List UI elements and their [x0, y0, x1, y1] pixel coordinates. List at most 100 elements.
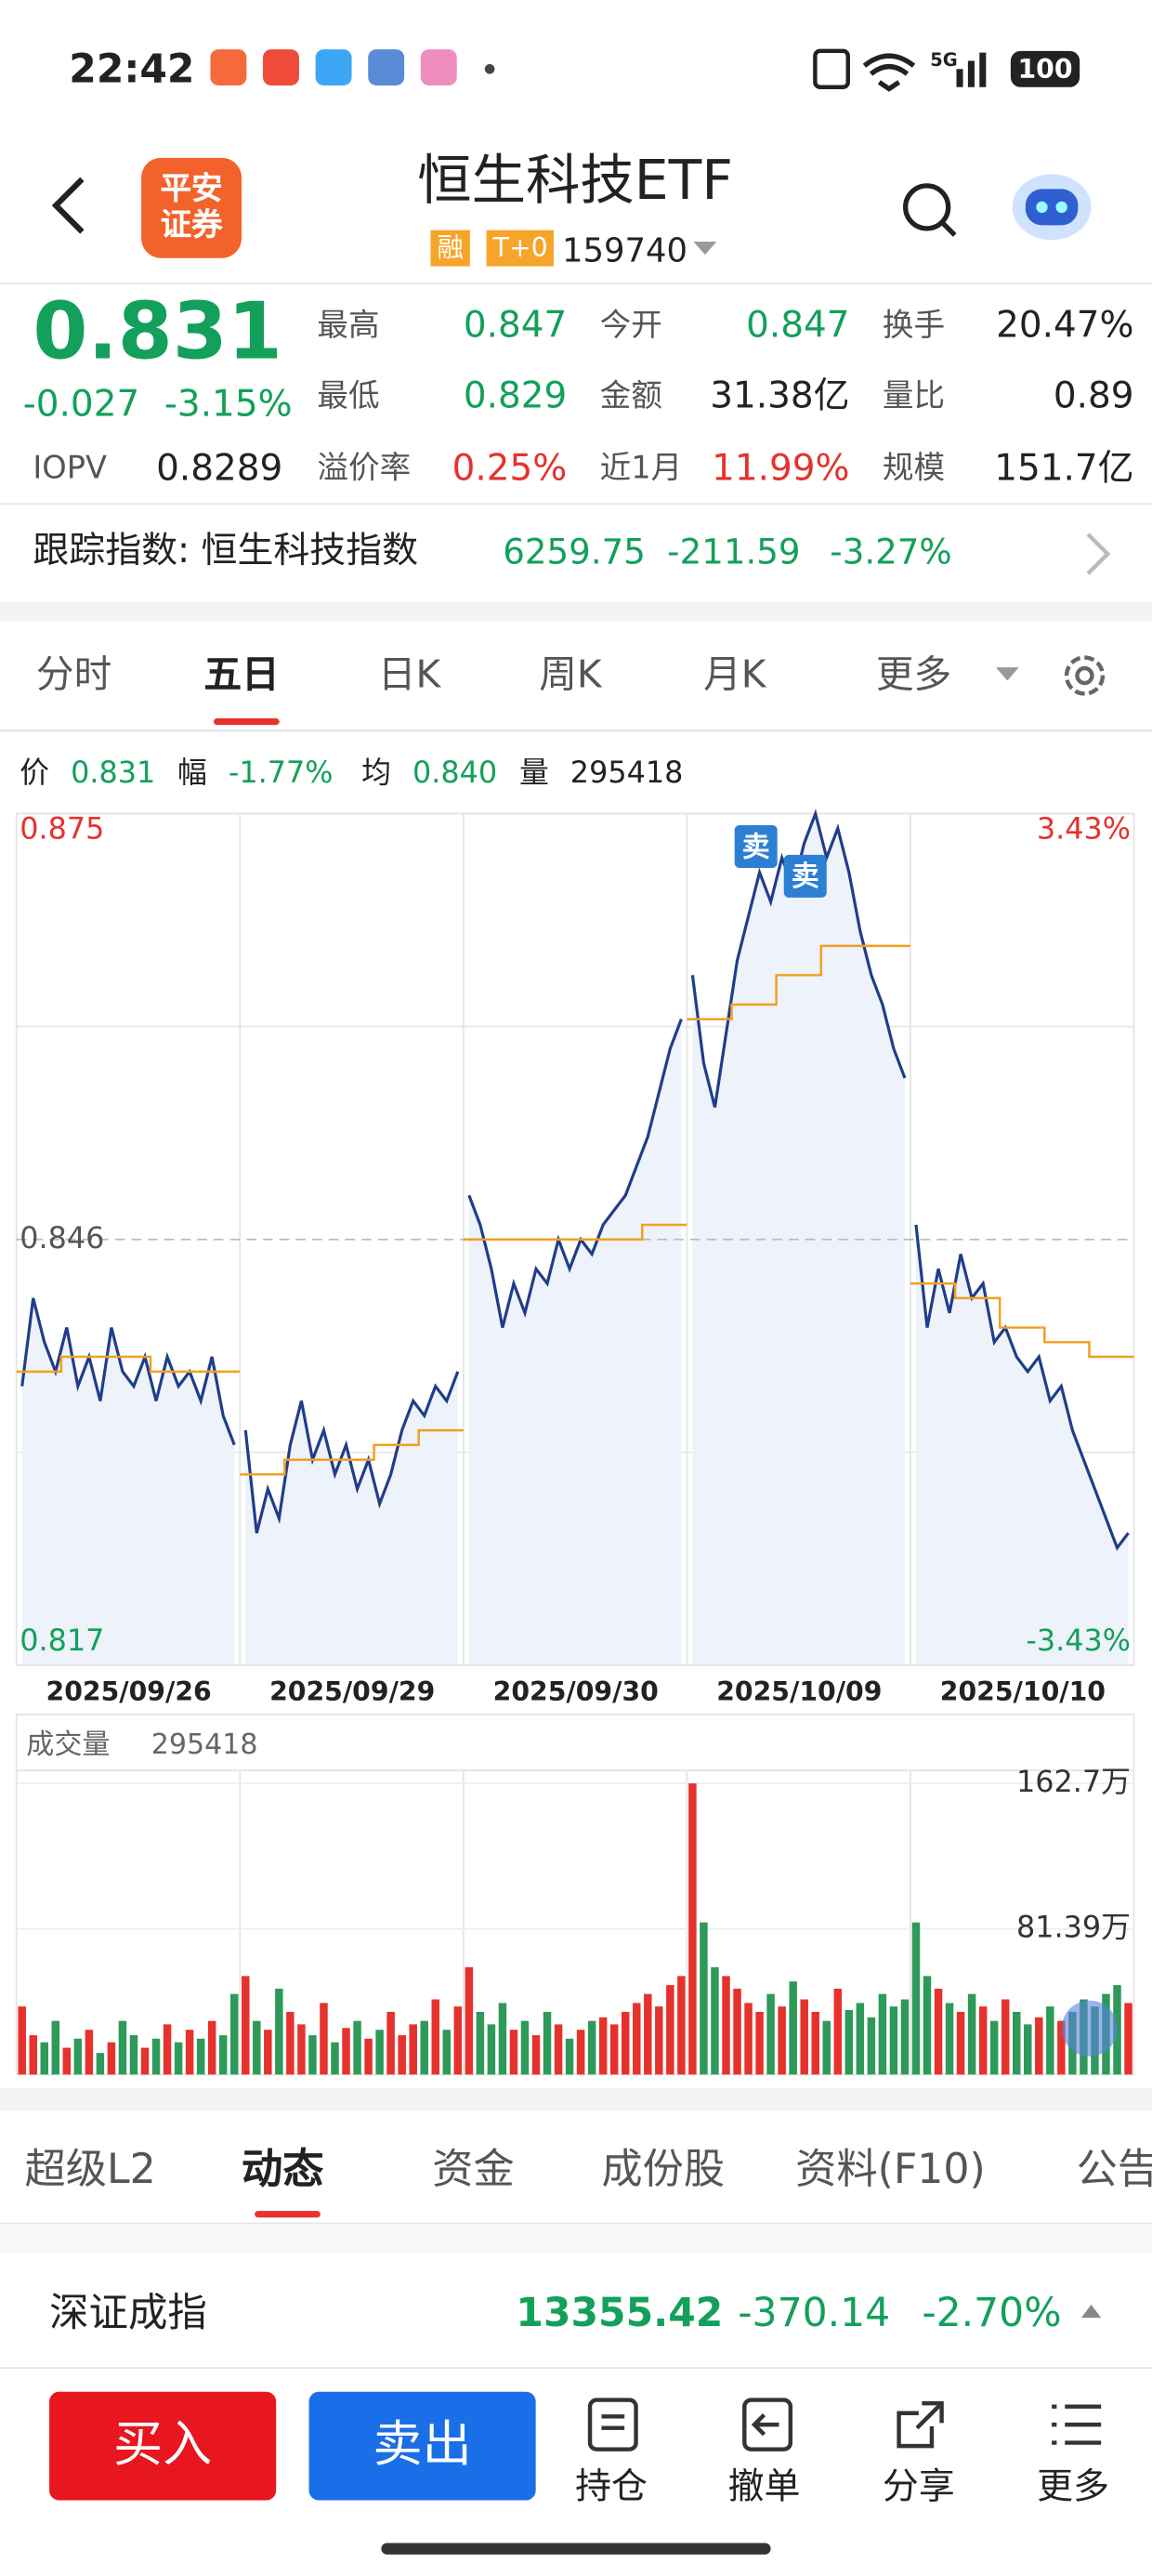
volume-bar — [565, 2038, 574, 2075]
tracking-value: 6259.75 — [503, 532, 646, 572]
stat-value: 0.89 — [1053, 376, 1134, 418]
volume-bar — [967, 1993, 976, 2075]
logo-line: 证券 — [160, 206, 223, 243]
volume-bar — [700, 1922, 708, 2075]
volume-bar — [711, 1966, 719, 2075]
chart-tab[interactable]: 日K — [377, 654, 441, 698]
stat-label: 今开 — [599, 307, 662, 344]
volume-bar — [778, 2006, 786, 2075]
volume-subtitle: 295418 — [151, 1728, 258, 1761]
tracking-change: -211.59 — [667, 532, 801, 572]
index-change-pct: -2.70% — [922, 2290, 1062, 2336]
volume-bar — [677, 1976, 686, 2075]
stat-value: 31.38亿 — [710, 376, 850, 418]
y-tick-label: 162.7万 — [1016, 1764, 1131, 1799]
volume-bar — [487, 2024, 496, 2075]
volume-bar — [229, 1993, 239, 2075]
nav-item[interactable]: 分享 — [882, 2467, 955, 2509]
nav-item[interactable]: 撤单 — [727, 2467, 801, 2509]
average-line — [463, 1223, 687, 1241]
volume-bar — [945, 2003, 954, 2075]
x-tick-label: 2025/10/09 — [716, 1676, 882, 1707]
volume-bar — [320, 2003, 328, 2075]
volume-bar — [140, 2047, 150, 2075]
volume-bar — [688, 1783, 697, 2075]
battery-level: 100 — [1017, 54, 1072, 85]
chart-tab[interactable]: 周K — [539, 654, 602, 698]
sell-button[interactable]: 卖出 — [308, 2391, 536, 2501]
stat-label: 溢价率 — [317, 450, 412, 487]
y2-tick-label: 3.43% — [1037, 810, 1131, 846]
volume-bar — [800, 1999, 808, 2075]
volume-bar — [73, 2038, 83, 2075]
volume-frame — [15, 1714, 1135, 2076]
volume-bar — [85, 2030, 94, 2075]
volume-bar — [644, 1993, 652, 2075]
buy-button[interactable]: 买入 — [49, 2391, 277, 2501]
volume-bar — [755, 2011, 764, 2075]
volume-bar — [498, 2003, 507, 2075]
volume-bar — [543, 2011, 552, 2075]
chart-tab-active[interactable]: 五日 — [203, 654, 280, 698]
volume-bar — [308, 2035, 317, 2075]
search-button[interactable] — [897, 177, 963, 243]
detail-tab[interactable]: 超级L2 — [24, 2145, 156, 2193]
volume-bar — [766, 1993, 775, 2075]
info-label: 量 — [518, 756, 549, 791]
home-indicator — [381, 2543, 771, 2555]
volume-bar — [286, 2011, 295, 2075]
stat-value: 0.829 — [463, 376, 568, 418]
chart-tab[interactable]: 月K — [703, 654, 766, 698]
back-button[interactable] — [46, 173, 96, 239]
nav-item[interactable]: 更多 — [1037, 2467, 1110, 2509]
code-dropdown[interactable] — [690, 238, 720, 257]
nav-item[interactable]: 持仓 — [575, 2467, 648, 2509]
volume-bar — [129, 2035, 138, 2075]
stat-value: 0.8289 — [156, 448, 283, 491]
volume-bar — [353, 2020, 361, 2075]
x-tick-label: 2025/10/10 — [940, 1676, 1106, 1707]
chart-tab[interactable]: 分时 — [35, 654, 112, 698]
y-tick-label: 0.846 — [20, 1220, 104, 1255]
detail-tab[interactable]: 成份股 — [601, 2145, 726, 2193]
price-line — [243, 1371, 460, 1534]
tag: T+0 — [486, 230, 555, 267]
volume-bar — [364, 2038, 373, 2075]
index-value: 13355.42 — [516, 2290, 724, 2336]
chart-tab[interactable]: 更多 — [875, 654, 952, 698]
volume-bar — [51, 2020, 60, 2075]
volume-bar — [275, 1989, 283, 2075]
stat-value: 20.47% — [996, 306, 1134, 348]
float-button[interactable] — [1061, 2000, 1118, 2057]
x-tick-label: 2025/09/29 — [269, 1676, 435, 1707]
volume-bar — [722, 1976, 730, 2075]
tracking-index-row[interactable]: 跟踪指数: 恒生科技指数 6259.75 -211.59 -3.27% — [0, 506, 1152, 602]
logo-line: 平安 — [160, 170, 223, 207]
detail-tab-active[interactable]: 动态 — [242, 2145, 324, 2193]
robot-assistant[interactable] — [1009, 164, 1094, 243]
price-area — [468, 1019, 682, 1665]
volume-bar — [96, 2053, 105, 2075]
detail-tab[interactable]: 公告 — [1076, 2145, 1152, 2193]
stat-label: 规模 — [882, 450, 946, 487]
detail-tab[interactable]: 资料(F10) — [795, 2145, 986, 2193]
volume-bar — [442, 2030, 452, 2075]
volume-bar — [923, 1976, 932, 2075]
price-change-pct: -3.15% — [164, 384, 293, 427]
network-label: 5G — [930, 49, 957, 71]
volume-bar — [1012, 2011, 1021, 2075]
volume-bar — [174, 2042, 183, 2075]
volume-bar — [62, 2047, 72, 2075]
page-title: 恒生科技ETF — [417, 148, 733, 213]
volume-bar — [733, 1989, 741, 2075]
info-label: 均 — [361, 756, 391, 791]
info-label: 价 — [20, 756, 50, 791]
volume-bar — [744, 2003, 753, 2075]
price-line — [467, 1019, 683, 1328]
index-change: -370.14 — [738, 2290, 891, 2336]
volume-bar — [185, 2030, 194, 2075]
detail-tab[interactable]: 资金 — [432, 2145, 515, 2193]
settings-button[interactable] — [1058, 650, 1111, 703]
tracking-label: 跟踪指数: 恒生科技指数 — [33, 531, 419, 572]
